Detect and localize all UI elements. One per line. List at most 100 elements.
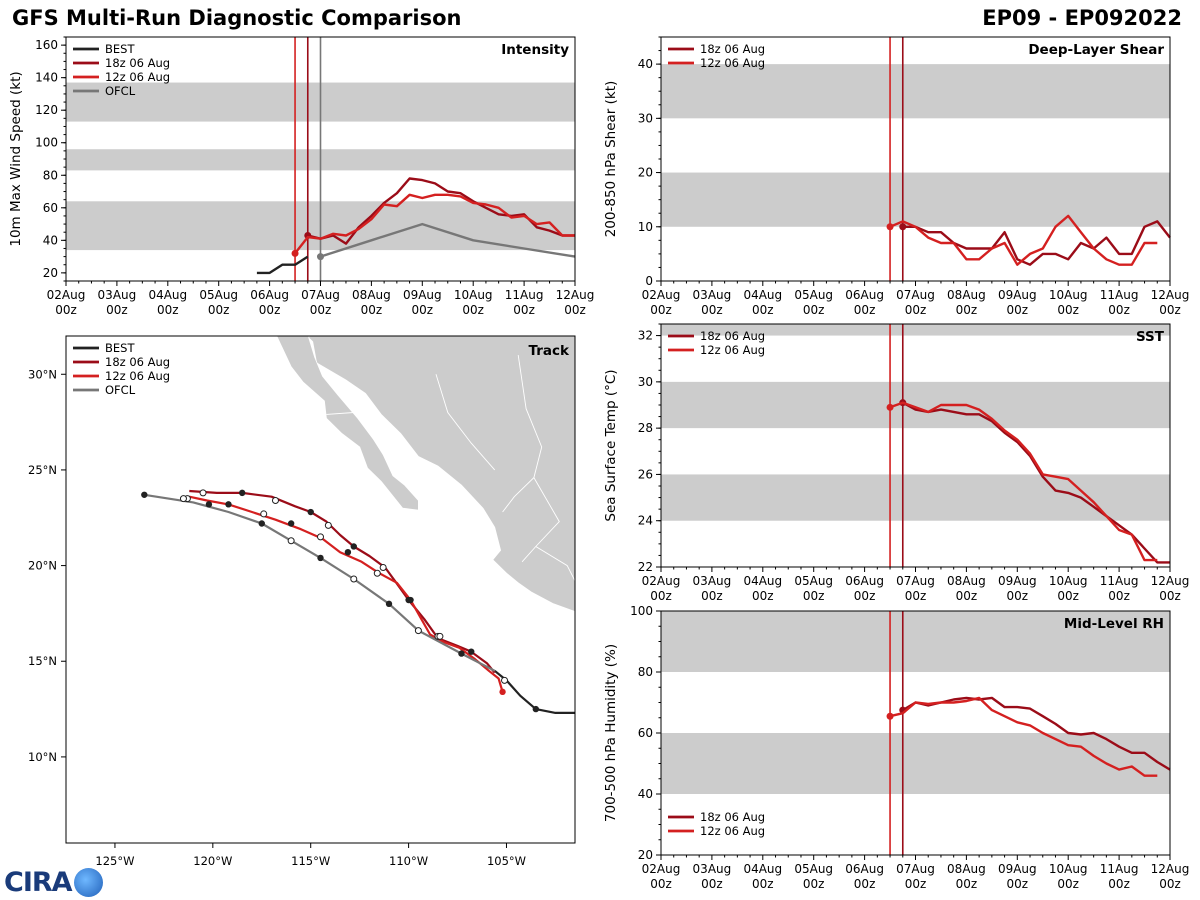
rh-xtick-hour: 00z [956,877,978,891]
state-border [521,477,560,563]
track-point-filled [344,548,352,556]
track-run18z [189,489,496,674]
rh-xtick-hour: 00z [650,877,672,891]
track-point-filled [258,520,265,527]
land-mainland [306,336,575,612]
rh-xtick-hour: 00z [1007,877,1029,891]
track-point-filled [407,596,414,604]
shear-start-marker-run18z [899,223,907,231]
intensity-ytick-label: 100 [35,136,58,150]
shear-xtick-hour: 00z [1007,303,1029,317]
shear-xtick-hour: 00z [1159,303,1181,317]
intensity-xtick-date: 12Aug [556,288,595,302]
intensity-xtick-hour: 00z [208,303,230,317]
land-baja [276,336,419,511]
rh-xtick-date: 05Aug [794,862,833,876]
intensity-start-marker-ofcl [317,253,324,261]
sst-xtick-hour: 00z [803,589,825,603]
sst-frame [660,323,1171,568]
sst-xtick-date: 03Aug [693,574,732,588]
track-ytick-label: 10°N [28,750,57,764]
sst-series-run18z [902,401,1170,564]
rh-chart: 2040608010002Aug00z03Aug00z04Aug00z05Aug… [603,604,1189,891]
intensity-xtick-hour: 00z [564,303,586,317]
sst-legend-label: 18z 06 Aug [700,329,765,343]
track-point-open [414,627,422,635]
state-border [326,412,354,415]
intensity-xtick-hour: 00z [259,303,281,317]
shear-series-run18z [902,220,1171,266]
intensity-xtick-hour: 00z [513,303,535,317]
rh-xtick-hour: 00z [701,877,723,891]
intensity-legend-label: 18z 06 Aug [105,56,170,70]
rh-ytick-label: 40 [638,787,653,801]
shear-xtick-hour: 00z [905,303,927,317]
sst-xtick-date: 07Aug [896,574,935,588]
shear-xtick-date: 02Aug [642,288,681,302]
sst-ylabel: Sea Surface Temp (°C) [603,369,619,521]
track-xtick-label: 110°W [389,854,428,868]
sst-xtick-date: 11Aug [1100,574,1139,588]
cira-logo: CIRA [4,866,103,898]
rh-legend-label: 12z 06 Aug [700,824,765,838]
state-border [435,374,496,471]
track-frame [65,335,576,844]
track-xtick-label: 105°W [487,854,526,868]
track-point-filled [385,600,393,608]
intensity-ytick-label: 80 [43,168,58,182]
shear-chart: 01020304002Aug00z03Aug00z04Aug00z05Aug00… [603,36,1190,317]
intensity-xtick-date: 08Aug [352,288,391,302]
track-legend-label: 18z 06 Aug [105,355,170,369]
sst-ytick-label: 22 [638,560,653,574]
rh-ylabel: 700-500 hPa Humidity (%) [603,644,619,822]
shear-band [661,172,1170,227]
shear-xtick-hour: 00z [803,303,825,317]
sst-xtick-date: 06Aug [845,574,884,588]
shear-ytick-label: 40 [638,57,653,71]
shear-title: Deep-Layer Shear [1028,42,1164,58]
rh-xtick-hour: 00z [1057,877,1079,891]
intensity-xtick-hour: 00z [310,303,332,317]
track-xtick-label: 115°W [291,854,330,868]
shear-xtick-date: 12Aug [1151,288,1190,302]
shear-xtick-hour: 00z [956,303,978,317]
track-point-filled [317,554,324,562]
intensity-ytick-label: 140 [35,71,58,85]
rh-band [661,733,1170,794]
sst-title: SST [1136,329,1165,345]
track-point-filled [350,543,357,550]
rh-xtick-date: 12Aug [1151,862,1190,876]
track-chart: 125°W 120°W 115°W 110°W 105°W 10°N 15°N 20°N 25°… [28,335,576,868]
sst-band [661,381,1170,429]
track-point-filled [141,491,148,498]
intensity-xtick-hour: 00z [412,303,434,317]
intensity-series-best [256,255,309,275]
track-point-filled [205,501,213,508]
sst-xtick-date: 12Aug [1151,574,1190,588]
track-ytick-label: 30°N [28,367,57,381]
track-run12z [189,495,504,693]
rh-xtick-hour: 00z [803,877,825,891]
intensity-series-ofcl [320,222,576,258]
track-point-open [373,569,381,577]
intensity-xtick-date: 09Aug [403,288,442,302]
shear-xtick-date: 08Aug [947,288,986,302]
sst-ytick-label: 26 [638,467,653,481]
intensity-xtick-date: 03Aug [98,288,137,302]
rh-series-run18z [902,696,1171,771]
shear-ytick-label: 20 [638,166,653,180]
sst-xtick-date: 04Aug [743,574,782,588]
sst-xtick-hour: 00z [854,589,876,603]
sst-xtick-date: 10Aug [1049,574,1088,588]
rh-ytick-label: 20 [638,848,653,862]
sst-xtick-hour: 00z [1057,589,1079,603]
shear-xtick-hour: 00z [752,303,774,317]
track-point-open [260,510,268,518]
track-point-filled [499,688,506,696]
shear-xtick-date: 06Aug [845,288,884,302]
rh-title: Mid-Level RH [1064,616,1164,632]
sst-ytick-label: 32 [638,329,653,343]
rh-xtick-date: 04Aug [743,862,782,876]
rh-xtick-date: 07Aug [896,862,935,876]
sst-band [661,474,1170,521]
